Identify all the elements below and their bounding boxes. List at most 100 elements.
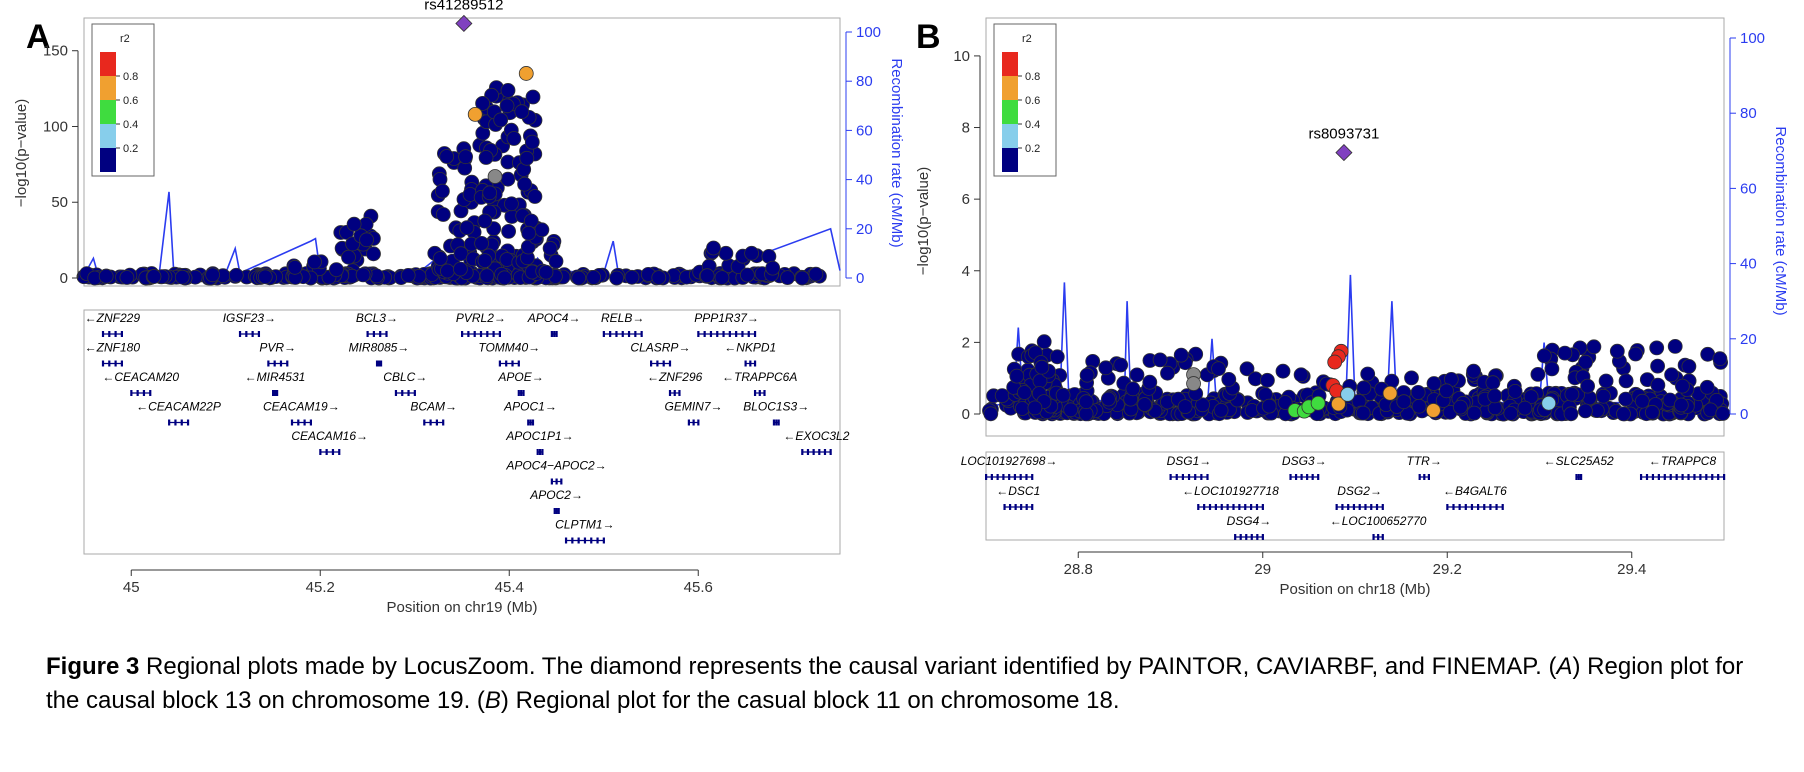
panel-a-y-tick-label: 50 (51, 194, 68, 211)
panel-b-y-tick-label: 2 (962, 334, 970, 351)
panel-b-highlighted-snp-point (1340, 386, 1356, 402)
panel-a-legend-label: 0.8 (123, 71, 138, 83)
panel-a-gene-exon (251, 331, 254, 337)
panel-b-gene-label: LOC101927698→ (961, 454, 1058, 468)
panel-a-gene-exon (650, 360, 653, 367)
panel-b-snp-point (1036, 334, 1052, 350)
panel-a-gene-label: APOC2→ (529, 488, 583, 502)
panel-b-gene-exon (1014, 504, 1017, 510)
panel-b-gene-exon (1317, 474, 1320, 480)
panel-b-snp-point (1129, 367, 1145, 383)
panel-b-gene-exon (1250, 504, 1253, 510)
panel-a-snp-point (434, 183, 450, 199)
panel-b-gene-exon (1723, 474, 1726, 480)
panel-a-letter: A (26, 18, 51, 56)
panel-a-y-right-tick-label: 60 (856, 122, 873, 139)
panel-b-gene-exon (1495, 504, 1498, 510)
panel-a-gene-exon (735, 331, 738, 337)
panel-a-gene-label: PVR→ (259, 341, 296, 355)
panel-a-gene-exon (801, 449, 804, 455)
panel-a-snp-point (439, 149, 455, 164)
panel-a-gene-exon (274, 390, 277, 396)
panel-a-lead-variant-diamond (455, 14, 473, 33)
panel-a-gene-exon (555, 508, 558, 514)
panel-b-gene-exon (990, 474, 993, 480)
panel-b-snp-point (1221, 371, 1237, 387)
panel-b-gene-exon (1358, 504, 1361, 510)
panel-b-gene-exon (1175, 474, 1178, 480)
panel-b-snp-point (1101, 391, 1116, 407)
panel-a-gene-exon (818, 449, 821, 455)
panel-b-snp-point (1649, 340, 1665, 356)
panel-a-gene-exon (385, 331, 388, 337)
panel-b-legend-title: r2 (1022, 33, 1032, 45)
panel-b-gene-exon (1300, 474, 1303, 480)
panel-b-gene-label: ←B4GALT6 (1443, 484, 1507, 498)
panel-a-gene-label: APOC4−APOC2→ (505, 459, 606, 473)
panel-b-snp-point (1634, 393, 1650, 409)
panel-b-gene-exon (1427, 474, 1430, 480)
panel-a-legend-swatch (100, 100, 116, 124)
panel-b-gene-exon (1256, 534, 1259, 540)
panel-a-gene-exon (149, 390, 152, 396)
panel-b-snp-point (1517, 400, 1533, 416)
panel-a-snp-point (355, 267, 371, 283)
panel-a-gene-exon (529, 419, 532, 426)
panel-a-gene-label: CLPTM1→ (555, 518, 614, 532)
panel-b-gene-exon (1200, 474, 1203, 480)
panel-a-snp-point (503, 196, 519, 212)
panel-b-snp-point (1063, 402, 1079, 418)
panel-a-gene-exon (338, 449, 341, 455)
panel-a-gene-exon (114, 331, 117, 337)
panel-b-snp-point (1466, 363, 1481, 379)
panel-b-gene-exon (1306, 474, 1309, 480)
panel-a-snp-point (432, 251, 448, 266)
panel-a-gene-exon (267, 360, 270, 367)
panel-a-snp-point (718, 245, 734, 261)
panel-b-gene-exon (1452, 504, 1455, 510)
panel-b-snp-point (1699, 379, 1715, 395)
panel-b-gene-exon (1693, 474, 1696, 480)
panel-b-gene-exon (1025, 504, 1028, 510)
panel-b-gene-exon (1501, 504, 1504, 510)
panel-b-gene-exon (1206, 474, 1209, 480)
panel-a-legend-swatch (100, 76, 116, 100)
panel-b-y-right-tick-label: 20 (1740, 331, 1757, 348)
panel-a-gene-label: PVRL2→ (456, 311, 506, 325)
panel-a-gene-exon (812, 449, 815, 455)
panel-a-snp-point (740, 267, 755, 283)
panel-b-gene-exon (1169, 474, 1172, 480)
panel-b-snp-point (1681, 358, 1697, 374)
panel-b-y-tick-label: 10 (953, 48, 970, 65)
panel-a-gene-exon (377, 360, 381, 367)
panel-b-snp-point (1453, 399, 1468, 415)
panel-b-gene-exon (1019, 474, 1022, 480)
panel-a-gene-exon (541, 449, 544, 455)
panel-b-snp-point (1644, 404, 1660, 420)
panel-b-gene-exon (1025, 474, 1028, 480)
panel-a-snp-point (524, 134, 540, 150)
panel-b-highlighted-snp-point (1541, 395, 1557, 411)
panel-a-gene-exon (273, 360, 276, 367)
panel-a-legend-swatch (100, 124, 116, 148)
panel-b-letter: B (916, 18, 941, 56)
panel-a-snp-point (228, 267, 244, 283)
panel-a-gene-exon (687, 419, 690, 426)
panel-b-gene-label: ←LOC101927718 (1182, 484, 1279, 498)
panel-b-snp-point (1609, 343, 1625, 359)
panel-b-snp-point (1027, 400, 1043, 416)
panel-b-snp-point (1667, 338, 1683, 354)
panel-a-gene-exon (423, 419, 426, 426)
panel-a-snp-point (538, 264, 554, 280)
panel-a-legend-label: 0.4 (123, 119, 138, 131)
panel-a-y-tick-label: 100 (43, 118, 68, 135)
panel-a-gene-exon (668, 390, 672, 396)
panel-a-gene-exon (442, 419, 445, 426)
panel-b-gene-exon (1020, 504, 1023, 510)
panel-a-snp-point (146, 269, 162, 284)
panel-b-snp-point (1152, 352, 1168, 368)
panel-a-snp-point (525, 89, 541, 105)
panel-a-legend-swatch (100, 52, 116, 76)
panel-b-gene-exon (1681, 474, 1684, 480)
panel-a-gene-exon (747, 331, 750, 337)
